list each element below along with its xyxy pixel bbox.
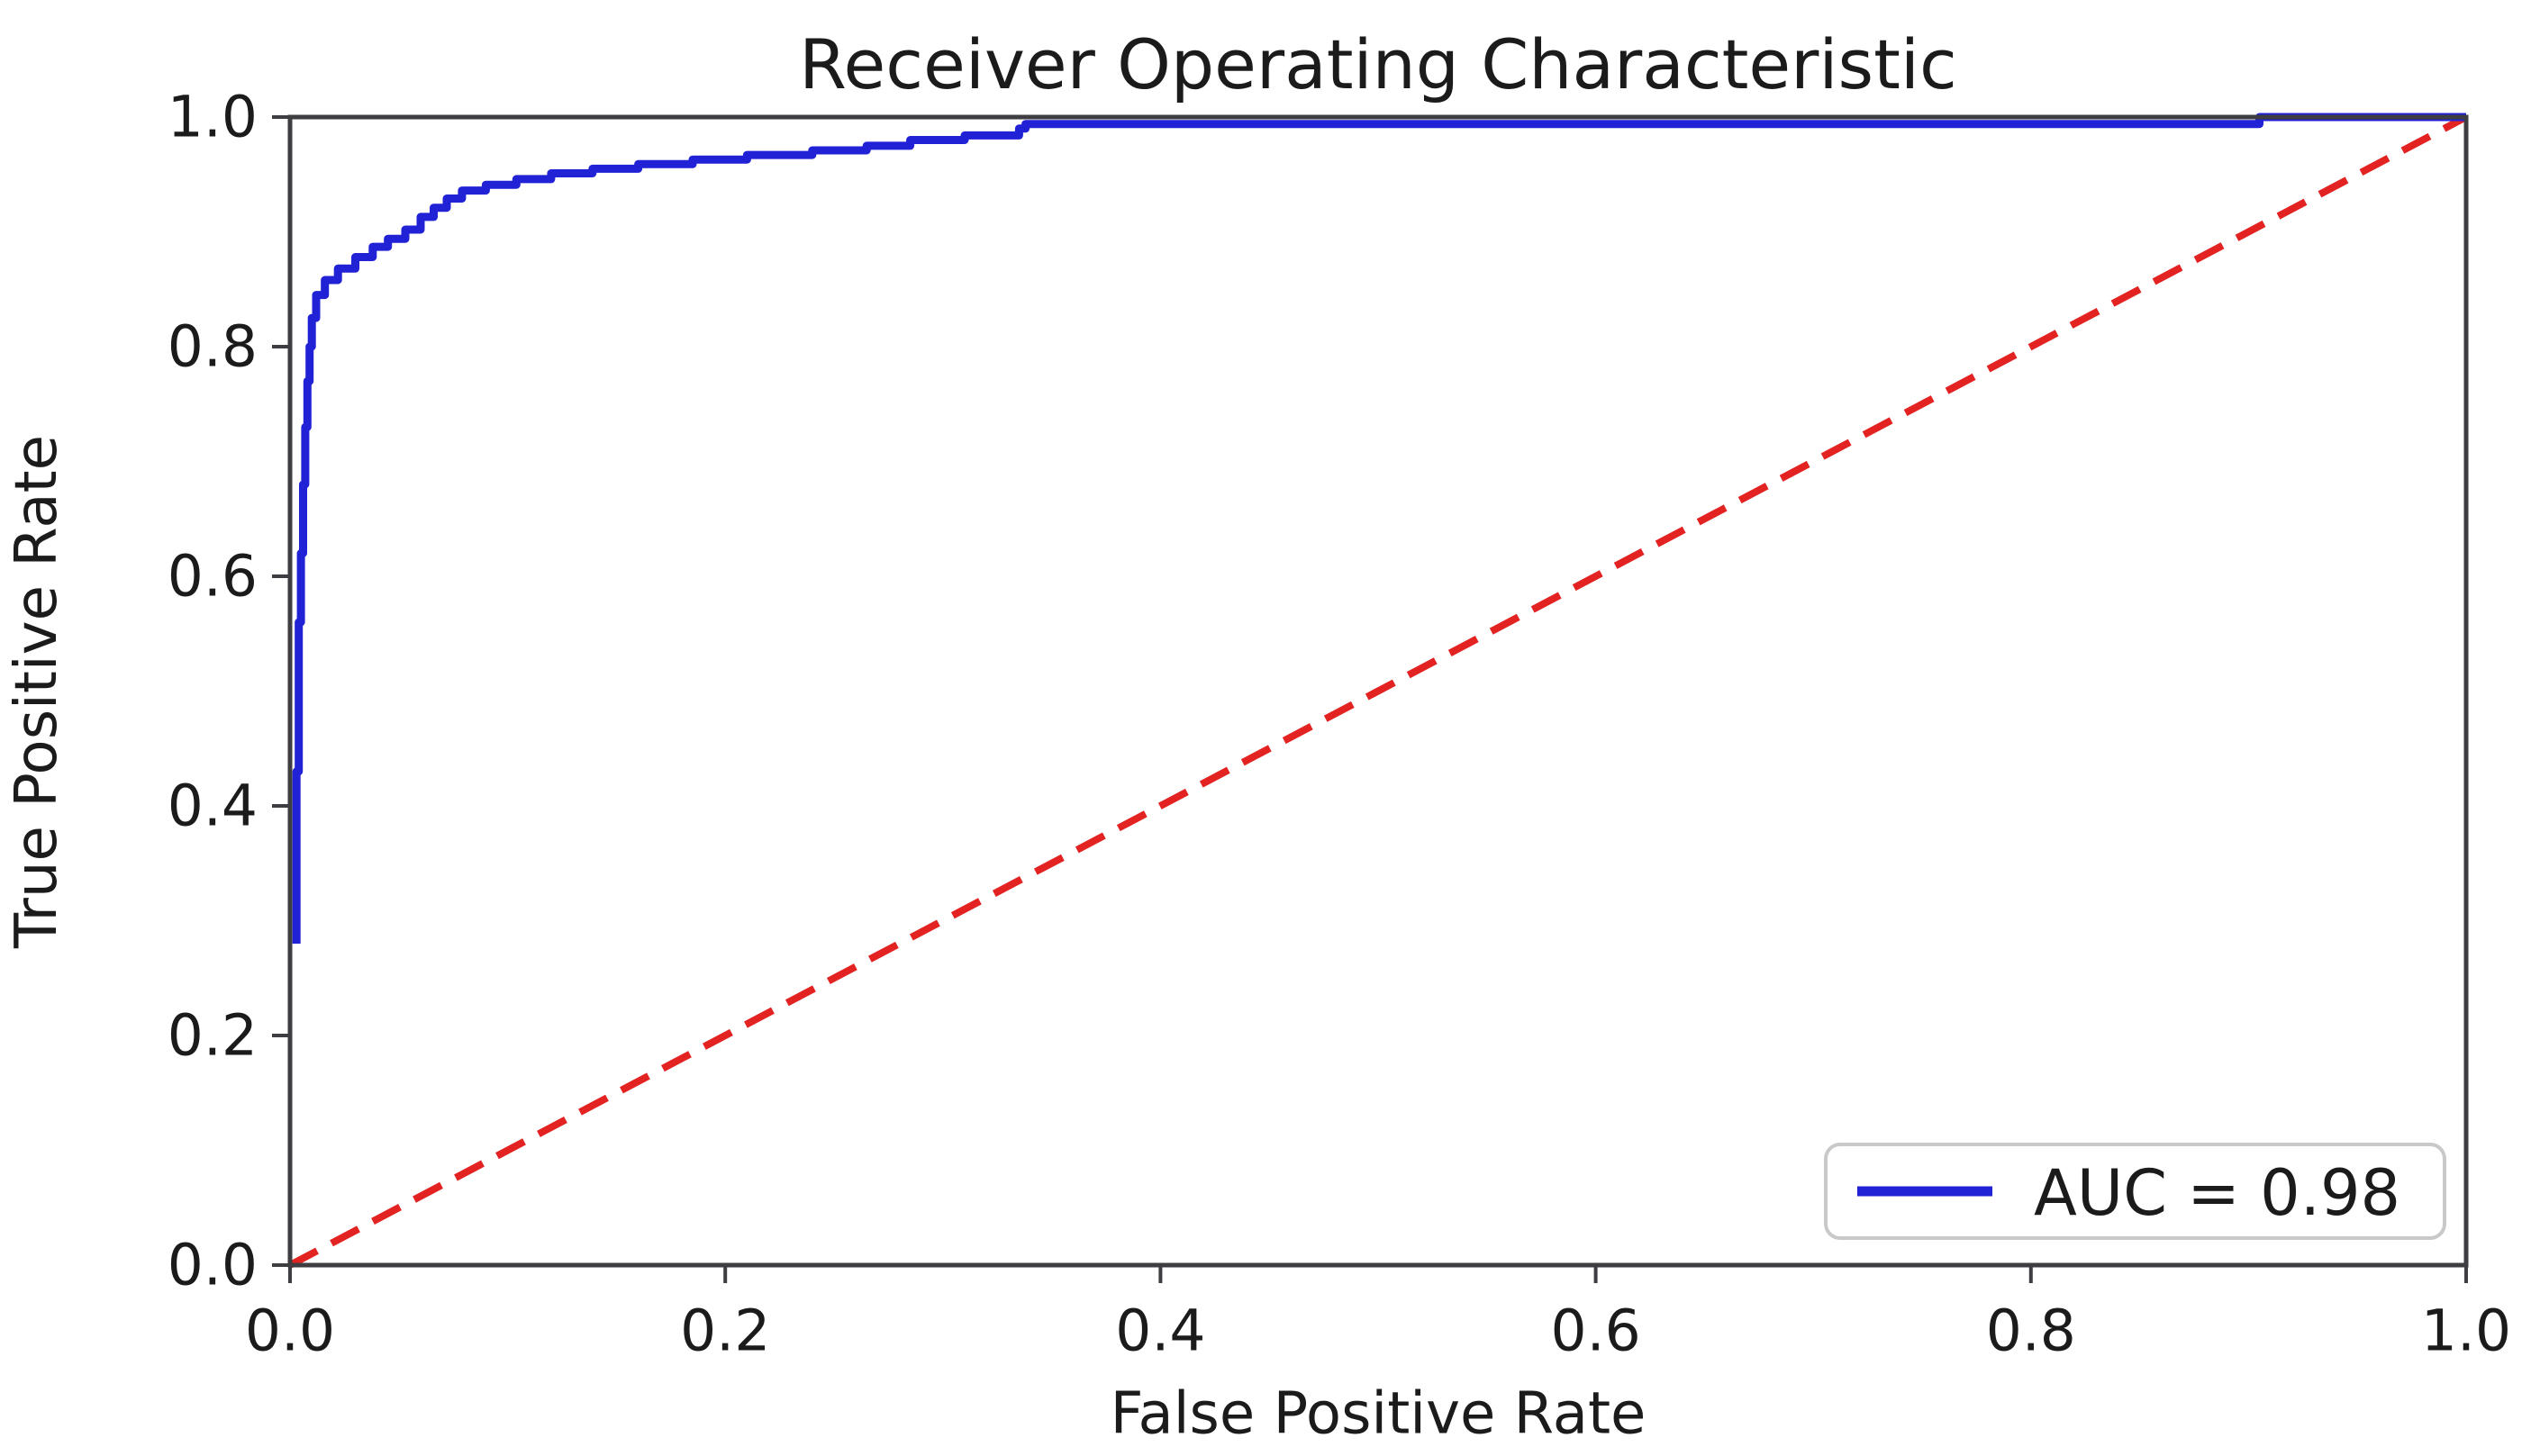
- x-tick-label: 1.0: [2421, 1298, 2511, 1363]
- legend-label-auc: AUC = 0.98: [2034, 1156, 2400, 1230]
- y-axis: 0.0 0.2 0.4 0.6 0.8 1.0: [168, 85, 290, 1298]
- series-layer: [288, 113, 2468, 1269]
- plot-border: [287, 114, 2469, 1268]
- x-tick-label: 0.6: [1550, 1298, 1640, 1363]
- legend: AUC = 0.98: [1824, 1143, 2446, 1240]
- x-tick-label: 0.8: [1986, 1298, 2076, 1363]
- legend-box: [1824, 1143, 2446, 1240]
- series-chance-diagonal: [288, 113, 2468, 1269]
- y-axis-label: True Positive Rate: [4, 435, 70, 949]
- x-tick-label: 0.2: [680, 1298, 770, 1363]
- x-tick-label: 0.4: [1115, 1298, 1205, 1363]
- x-tick-label: 0.0: [245, 1298, 335, 1363]
- x-axis: 0.0 0.2 0.4 0.6 0.8 1.0: [245, 1265, 2511, 1363]
- y-tick-label: 0.8: [168, 314, 258, 380]
- series-roc-curve: [292, 113, 2466, 944]
- x-axis-label: False Positive Rate: [1111, 1380, 1646, 1447]
- y-tick-label: 0.4: [168, 773, 258, 839]
- y-tick-label: 0.2: [168, 1003, 258, 1069]
- chart-title: Receiver Operating Characteristic: [799, 24, 1957, 104]
- y-tick-label: 1.0: [168, 85, 258, 150]
- y-tick-label: 0.6: [168, 544, 258, 610]
- y-tick-label: 0.0: [168, 1233, 258, 1298]
